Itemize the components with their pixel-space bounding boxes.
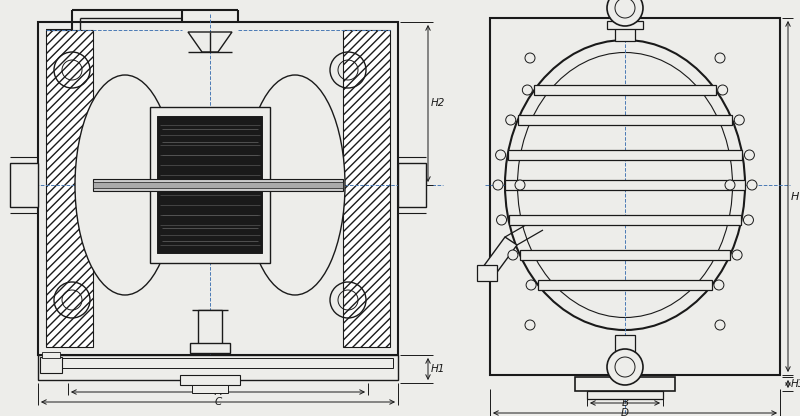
Text: D: D bbox=[621, 408, 629, 416]
Ellipse shape bbox=[505, 40, 745, 330]
Circle shape bbox=[732, 250, 742, 260]
Circle shape bbox=[525, 53, 535, 63]
Bar bbox=[520, 250, 730, 260]
Bar bbox=[46, 30, 93, 347]
Bar bbox=[43, 358, 393, 368]
Text: B: B bbox=[622, 398, 629, 408]
Ellipse shape bbox=[245, 75, 345, 295]
Circle shape bbox=[714, 280, 724, 290]
Bar bbox=[198, 310, 222, 345]
Text: H2: H2 bbox=[431, 99, 446, 109]
Bar bbox=[93, 182, 343, 188]
Circle shape bbox=[607, 0, 643, 26]
Bar bbox=[40, 357, 62, 373]
Bar bbox=[10, 163, 38, 207]
Circle shape bbox=[495, 150, 506, 160]
Bar bbox=[93, 179, 343, 191]
Bar bbox=[343, 30, 390, 347]
Circle shape bbox=[508, 250, 518, 260]
Circle shape bbox=[725, 180, 735, 190]
Circle shape bbox=[715, 53, 725, 63]
Bar bbox=[158, 117, 262, 253]
Bar bbox=[538, 280, 712, 290]
Bar bbox=[38, 355, 398, 380]
Bar bbox=[398, 163, 426, 207]
Bar bbox=[509, 215, 742, 225]
Text: E: E bbox=[48, 360, 54, 370]
Circle shape bbox=[715, 320, 725, 330]
Ellipse shape bbox=[75, 75, 175, 295]
Bar bbox=[38, 22, 398, 355]
Text: C: C bbox=[214, 397, 222, 407]
Circle shape bbox=[497, 215, 506, 225]
Bar bbox=[615, 335, 635, 360]
Circle shape bbox=[526, 280, 536, 290]
Circle shape bbox=[615, 357, 635, 377]
Text: A: A bbox=[214, 387, 222, 397]
Circle shape bbox=[718, 85, 728, 95]
Circle shape bbox=[743, 215, 754, 225]
Circle shape bbox=[515, 180, 525, 190]
Bar bbox=[477, 265, 497, 281]
Bar bbox=[505, 180, 745, 190]
Bar bbox=[607, 21, 643, 29]
Bar bbox=[190, 343, 230, 353]
Circle shape bbox=[745, 150, 754, 160]
Bar bbox=[587, 391, 663, 399]
Bar bbox=[42, 352, 60, 358]
Circle shape bbox=[493, 180, 503, 190]
Bar bbox=[534, 85, 716, 95]
Bar bbox=[180, 375, 240, 385]
Polygon shape bbox=[483, 237, 517, 275]
Bar bbox=[158, 117, 262, 253]
Ellipse shape bbox=[518, 52, 733, 317]
Text: H: H bbox=[791, 191, 799, 201]
Circle shape bbox=[525, 320, 535, 330]
Polygon shape bbox=[188, 32, 232, 52]
Bar bbox=[490, 18, 780, 375]
Bar bbox=[150, 107, 270, 263]
Circle shape bbox=[522, 85, 532, 95]
Text: H3: H3 bbox=[791, 379, 800, 389]
Bar bbox=[518, 115, 732, 125]
Circle shape bbox=[615, 0, 635, 18]
Bar bbox=[507, 150, 742, 160]
Bar bbox=[575, 377, 675, 391]
Bar bbox=[192, 385, 228, 393]
Text: H1: H1 bbox=[431, 364, 446, 374]
Bar bbox=[615, 23, 635, 41]
Circle shape bbox=[747, 180, 757, 190]
Circle shape bbox=[734, 115, 744, 125]
Circle shape bbox=[607, 349, 643, 385]
Circle shape bbox=[506, 115, 516, 125]
